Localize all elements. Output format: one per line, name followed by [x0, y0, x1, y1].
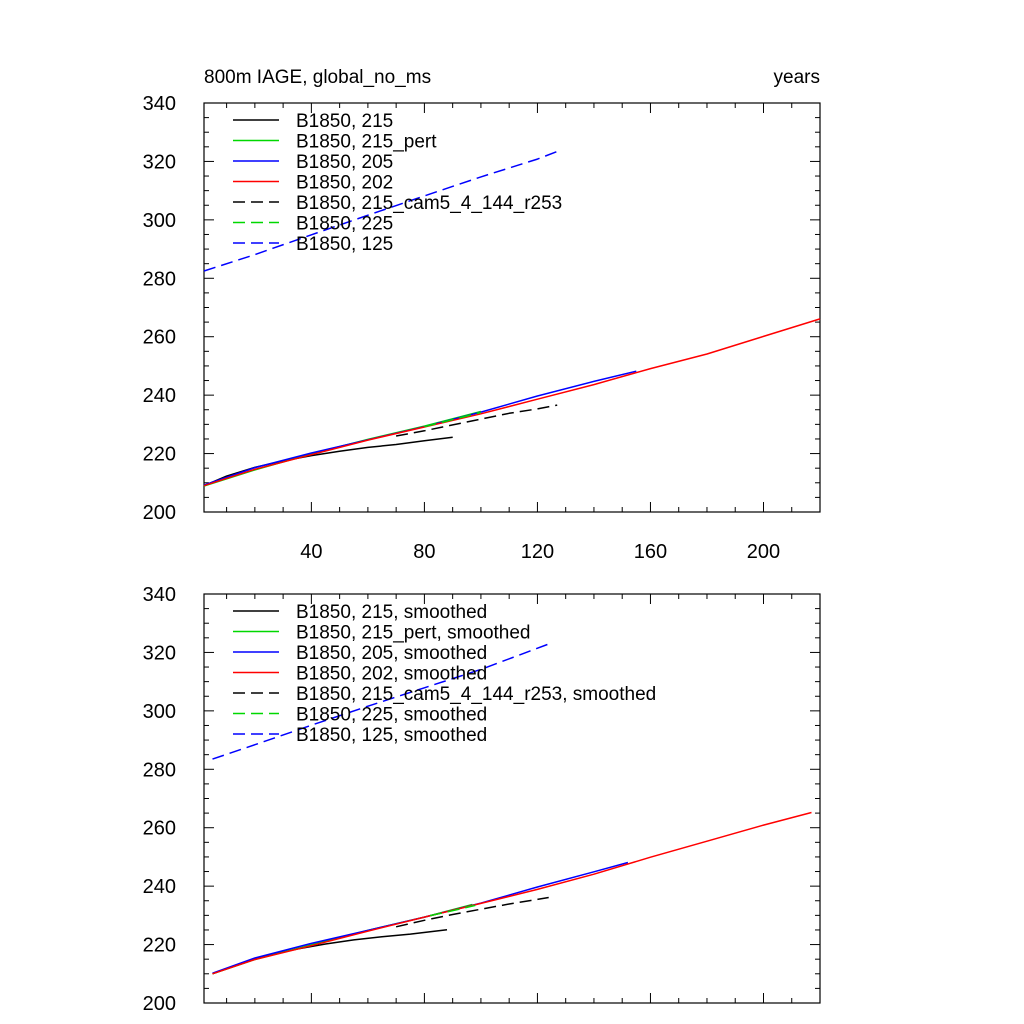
series-line — [395, 896, 549, 928]
x-tick-label: 200 — [747, 541, 780, 563]
legend-label: B1850, 215 — [296, 111, 393, 132]
y-tick-label: 320 — [143, 642, 176, 664]
legend-label: B1850, 215_pert, smoothed — [296, 623, 531, 644]
y-tick-label: 260 — [143, 818, 176, 840]
series-line — [212, 643, 549, 760]
series-line — [424, 411, 482, 428]
legend-label: B1850, 215_pert — [296, 132, 437, 153]
chart-panel-top: 200 220 240 260 280 300 320 340 40 80 120 160 200 B18… — [143, 93, 821, 563]
legend-label: B1850, 205 — [296, 152, 393, 173]
legend-label: B1850, 215, smoothed — [296, 602, 487, 623]
series-line — [429, 904, 476, 917]
y-tick-label: 240 — [143, 385, 176, 407]
y-tick-label: 280 — [143, 268, 176, 290]
series-line — [203, 318, 821, 487]
legend-label: B1850, 125, smoothed — [296, 725, 487, 746]
legend-label: B1850, 205, smoothed — [296, 643, 487, 664]
legend-label: B1850, 225 — [296, 214, 393, 235]
y-tick-label: 240 — [143, 876, 176, 898]
y-tick-label: 220 — [143, 935, 176, 957]
series-line — [203, 150, 558, 272]
y-tick-label: 200 — [143, 993, 176, 1015]
y-tick-label: 320 — [143, 151, 176, 173]
legend-label: B1850, 225, smoothed — [296, 705, 487, 726]
legend-label: B1850, 202 — [296, 173, 393, 194]
x-tick-label: 120 — [521, 541, 554, 563]
y-tick-label: 200 — [143, 502, 176, 524]
x-tick-label: 80 — [413, 541, 435, 563]
y-tick-label: 340 — [143, 584, 176, 606]
chart-panel-bottom: 200 220 240 260 280 300 320 340 B1850, 215, smoo… — [143, 584, 821, 1015]
y-tick-label: 300 — [143, 210, 176, 232]
legend-label: B1850, 215_cam5_4_144_r253, smoothed — [296, 684, 656, 705]
y-tick-label: 300 — [143, 701, 176, 723]
legend-label: B1850, 125 — [296, 234, 393, 255]
legend-label: B1850, 215_cam5_4_144_r253 — [296, 193, 562, 214]
series-line — [395, 404, 558, 437]
x-tick-label: 40 — [300, 541, 322, 563]
series-line — [212, 811, 812, 975]
series-line — [212, 928, 448, 975]
y-tick-label: 340 — [143, 93, 176, 115]
y-tick-label: 280 — [143, 759, 176, 781]
series-line — [203, 436, 453, 487]
figure-title: 800m IAGE, global_no_ms — [204, 67, 431, 88]
y-tick-label: 260 — [143, 327, 176, 349]
y-tick-label: 220 — [143, 444, 176, 466]
figure-units-label: years — [774, 67, 820, 88]
x-tick-label: 160 — [634, 541, 667, 563]
legend-label: B1850, 202, smoothed — [296, 664, 487, 685]
